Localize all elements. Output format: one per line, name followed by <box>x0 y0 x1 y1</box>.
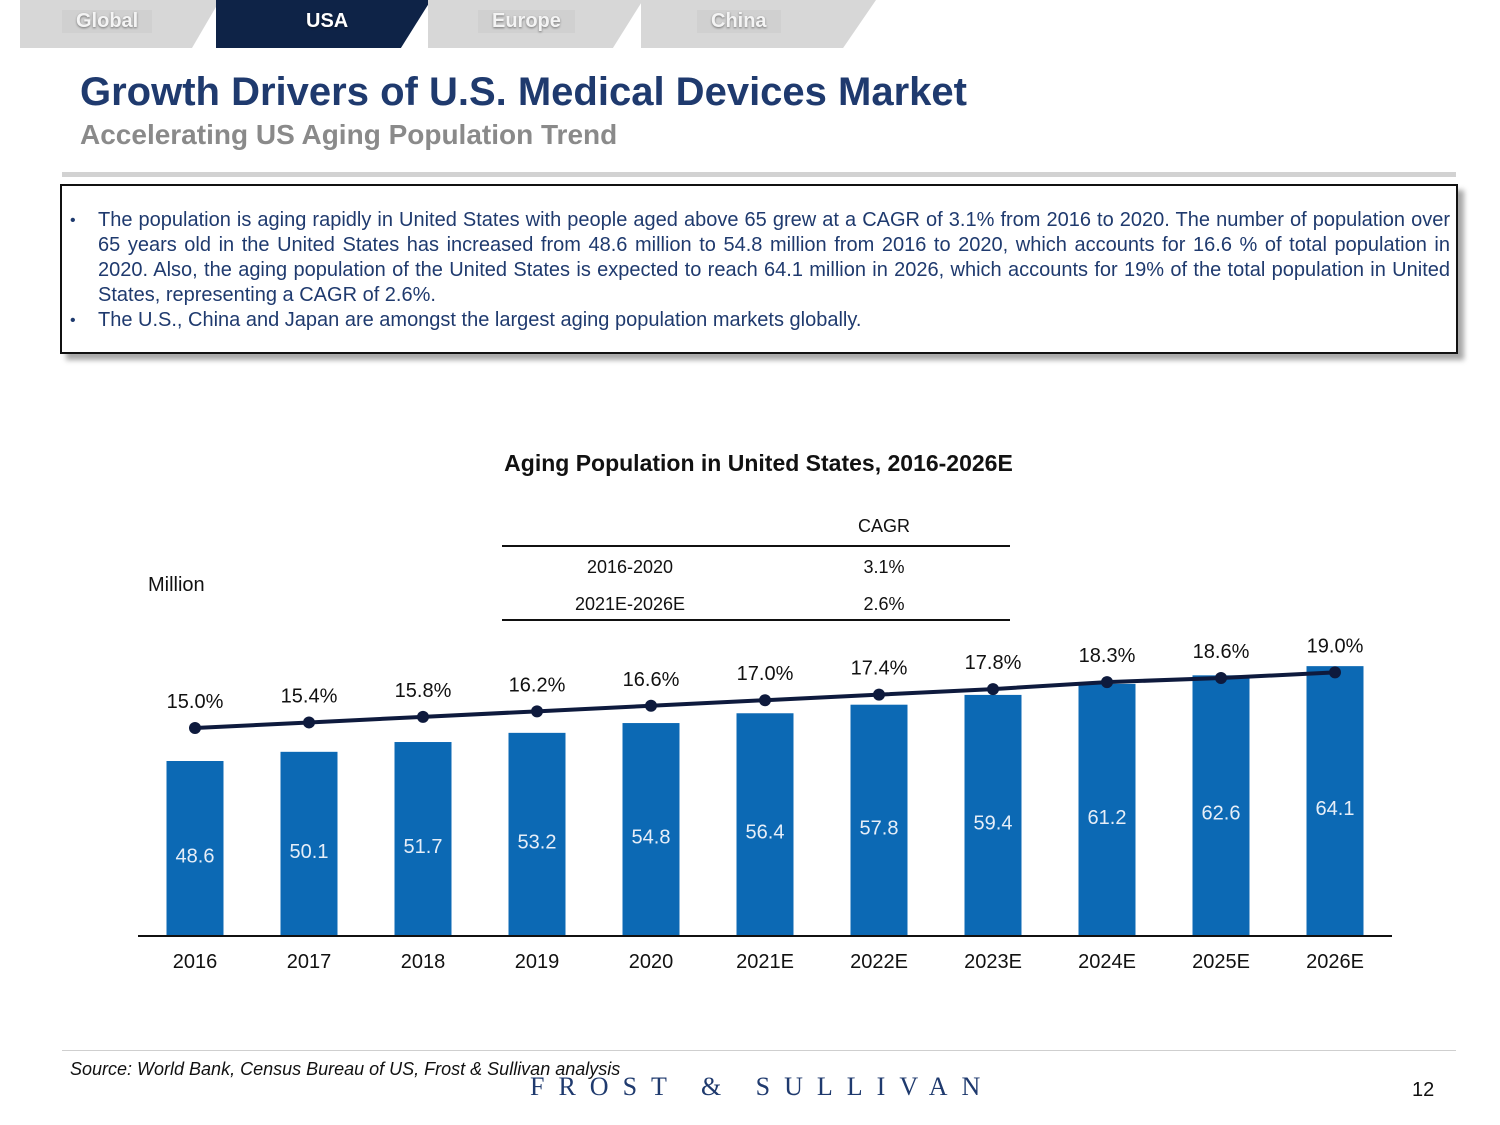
frost-sullivan-logo: FROST & SULLIVAN <box>530 1072 995 1101</box>
x-tick-label: 2026E <box>1306 951 1364 973</box>
footer-divider <box>62 1050 1456 1051</box>
page-number: 12 <box>1412 1079 1435 1101</box>
share-label: 17.8% <box>965 652 1022 674</box>
bar <box>964 694 1022 936</box>
share-point <box>1329 666 1341 679</box>
share-label: 15.8% <box>395 680 452 702</box>
bar <box>1078 683 1136 936</box>
bullet-icon: • <box>70 312 76 329</box>
bar-value-label: 48.6 <box>176 846 215 868</box>
bar <box>736 713 794 936</box>
bar <box>850 704 908 936</box>
bullet-text: The population is aging rapidly in Unite… <box>98 209 1450 306</box>
bar <box>280 751 338 936</box>
cagr-header: CAGR <box>858 516 910 536</box>
share-label: 16.2% <box>509 674 566 696</box>
bar <box>1306 666 1364 936</box>
bar-value-label: 59.4 <box>974 812 1013 834</box>
share-point <box>1215 671 1227 684</box>
cagr-period: 2021E-2026E <box>575 594 685 614</box>
summary-box: • The population is aging rapidly in Unit… <box>60 184 1458 354</box>
bar-value-label: 53.2 <box>518 831 557 853</box>
x-tick-label: 2020 <box>629 951 674 973</box>
share-point <box>1101 676 1113 689</box>
tab-china-label: China <box>697 10 781 33</box>
share-label: 17.4% <box>851 658 908 680</box>
x-tick-label: 2017 <box>287 951 332 973</box>
bullet-text: The U.S., China and Japan are amongst th… <box>98 309 862 331</box>
share-label: 15.0% <box>167 691 224 713</box>
share-point <box>189 722 201 734</box>
share-label: 19.0% <box>1307 635 1364 657</box>
cagr-value: 2.6% <box>863 594 904 614</box>
cagr-period: 2016-2020 <box>587 557 673 577</box>
share-point <box>987 683 999 696</box>
page-title: Growth Drivers of U.S. Medical Devices M… <box>80 70 967 114</box>
bar <box>166 761 224 936</box>
tab-china[interactable]: China <box>641 0 876 48</box>
tab-global-label: Global <box>62 10 153 33</box>
x-tick-label: 2021E <box>736 951 794 973</box>
bar-value-label: 51.7 <box>404 836 443 858</box>
cagr-value: 3.1% <box>863 557 904 577</box>
x-tick-label: 2016 <box>173 951 218 973</box>
bullet-icon: • <box>70 212 76 229</box>
source-note: Source: World Bank, Census Bureau of US,… <box>70 1059 621 1079</box>
bar-value-label: 64.1 <box>1316 798 1355 820</box>
bar <box>394 742 452 936</box>
x-tick-label: 2025E <box>1192 951 1250 973</box>
x-tick-label: 2024E <box>1078 951 1136 973</box>
bar-value-label: 57.8 <box>860 817 899 839</box>
bullet-item: • The U.S., China and Japan are amongst t… <box>70 308 1450 333</box>
bar <box>508 732 566 936</box>
x-tick-label: 2023E <box>964 951 1022 973</box>
share-label: 15.4% <box>281 685 338 707</box>
tab-usa[interactable]: USA <box>216 0 431 48</box>
bar-value-label: 56.4 <box>746 822 785 844</box>
share-label: 18.6% <box>1193 641 1250 663</box>
bar-value-label: 54.8 <box>632 827 671 849</box>
bar-value-label: 50.1 <box>290 841 329 863</box>
bar-value-label: 62.6 <box>1202 803 1241 825</box>
share-point <box>303 716 315 729</box>
title-divider <box>62 172 1456 177</box>
bar <box>622 723 680 936</box>
bar <box>1192 675 1250 936</box>
tab-usa-label: USA <box>306 10 349 32</box>
page-subtitle: Accelerating US Aging Population Trend <box>80 119 618 150</box>
bullet-item: • The population is aging rapidly in Unit… <box>70 208 1450 308</box>
share-label: 18.3% <box>1079 645 1136 667</box>
section-tabs: Global USA Europe China <box>0 0 900 50</box>
tab-global[interactable]: Global <box>20 0 220 48</box>
share-label: 16.6% <box>623 669 680 691</box>
tab-europe[interactable]: Europe <box>428 0 643 48</box>
share-label: 17.0% <box>737 663 794 685</box>
tab-europe-label: Europe <box>478 10 575 33</box>
chart-title: Aging Population in United States, 2016-… <box>504 450 1013 476</box>
y-axis-label: Million <box>148 574 205 596</box>
share-point <box>759 694 771 707</box>
x-tick-label: 2022E <box>850 951 908 973</box>
aging-population-chart: 48.6 2016 50.1 2017 51.7 2018 53.2 2019 54.8 2020… <box>138 516 1392 973</box>
x-tick-label: 2018 <box>401 951 446 973</box>
bar-value-label: 61.2 <box>1088 807 1127 829</box>
share-point <box>873 688 885 701</box>
share-point <box>531 705 543 718</box>
x-tick-label: 2019 <box>515 951 560 973</box>
share-point <box>417 710 429 723</box>
share-point <box>645 699 657 712</box>
